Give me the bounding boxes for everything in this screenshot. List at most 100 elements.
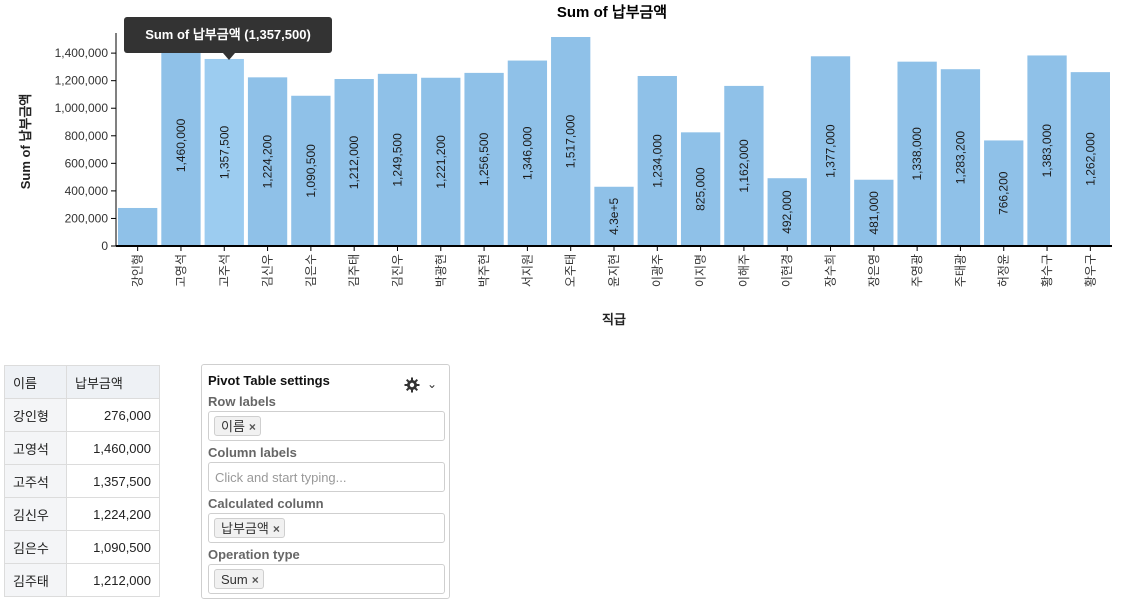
x-tick-label: 고주석 bbox=[217, 254, 231, 287]
x-tick-label: 강인형 bbox=[131, 254, 145, 287]
bar[interactable] bbox=[940, 69, 981, 246]
bar[interactable] bbox=[1070, 72, 1110, 246]
bar-value-label: 4.3e+5 bbox=[607, 198, 621, 235]
bar[interactable] bbox=[1027, 55, 1067, 246]
chip-row-label: 이름 × bbox=[214, 416, 261, 436]
operation-type-field[interactable]: Sum × bbox=[208, 564, 445, 594]
chevron-down-icon[interactable]: ⌄ bbox=[427, 377, 438, 391]
x-tick-label: 장은영 bbox=[867, 254, 881, 287]
pivot-table: 이름 납부금액 강인형 276,000 고영석 1,460,000 고주석 1,… bbox=[4, 365, 160, 597]
row-value: 1,460,000 bbox=[66, 431, 160, 465]
row-value: 276,000 bbox=[66, 398, 160, 432]
header-name[interactable]: 이름 bbox=[4, 365, 67, 399]
bar-value-label: 1,517,000 bbox=[564, 114, 578, 168]
y-tick-label: 0 bbox=[101, 239, 108, 253]
x-tick-label: 박광현 bbox=[434, 254, 448, 287]
remove-icon[interactable]: × bbox=[248, 420, 256, 434]
column-labels-input[interactable]: Click and start typing... bbox=[208, 462, 445, 492]
y-tick-label: 800,000 bbox=[65, 129, 109, 143]
bar-value-label: 1,283,200 bbox=[953, 131, 967, 185]
tooltip: Sum of 납부금액 (1,357,500) bbox=[124, 17, 332, 53]
x-tick-label: 장수희 bbox=[824, 254, 838, 287]
x-tick-label: 주영광 bbox=[910, 254, 924, 287]
x-tick-label: 황수구 bbox=[1040, 254, 1054, 287]
row-labels-label: Row labels bbox=[208, 394, 276, 409]
bar[interactable] bbox=[377, 73, 418, 246]
chip-text: Sum bbox=[221, 572, 248, 587]
bar[interactable] bbox=[507, 60, 548, 247]
chart-area: Sum of 납부금액 0 200,000 400,000 600,000 800,000… bbox=[18, 3, 1112, 327]
y-tick-label: 400,000 bbox=[65, 184, 109, 198]
remove-icon[interactable]: × bbox=[272, 522, 280, 536]
row-value: 1,357,500 bbox=[66, 464, 160, 498]
chart-title: Sum of 납부금액 bbox=[557, 3, 667, 21]
bar[interactable] bbox=[984, 140, 1024, 246]
column-labels-placeholder: Click and start typing... bbox=[215, 470, 347, 485]
bar[interactable] bbox=[810, 56, 851, 246]
x-tick-label: 윤지현 bbox=[607, 254, 621, 287]
table-row: 고주석 1,357,500 bbox=[4, 464, 160, 498]
bar[interactable] bbox=[637, 75, 677, 246]
header-amount[interactable]: 납부금액 bbox=[66, 365, 160, 399]
remove-icon[interactable]: × bbox=[251, 573, 259, 587]
bar[interactable] bbox=[334, 79, 374, 246]
x-tick-label: 이광주 bbox=[650, 254, 664, 287]
bar[interactable] bbox=[551, 37, 591, 246]
bar[interactable] bbox=[247, 77, 288, 246]
bar[interactable] bbox=[161, 44, 201, 247]
bar[interactable] bbox=[118, 207, 158, 246]
row-label: 강인형 bbox=[4, 398, 67, 432]
bar-value-label: 1,383,000 bbox=[1040, 124, 1054, 178]
x-tick-label: 김진우 bbox=[390, 254, 404, 287]
bar-value-label: 1,221,200 bbox=[434, 135, 448, 189]
x-tick-label: 고영석 bbox=[174, 254, 188, 287]
row-label: 김주태 bbox=[4, 563, 67, 597]
bar-value-label: 1,460,000 bbox=[174, 118, 188, 172]
bar-chart: Sum of 납부금액 0 200,000 400,000 600,000 800,000… bbox=[18, 3, 1112, 327]
bar[interactable] bbox=[594, 186, 634, 246]
bar-value-label: 1,377,000 bbox=[824, 124, 838, 178]
row-value: 1,090,500 bbox=[66, 530, 160, 564]
x-tick-label: 김신우 bbox=[261, 254, 275, 287]
bar[interactable] bbox=[464, 72, 504, 246]
bar[interactable] bbox=[421, 77, 461, 246]
bar-value-label: 1,262,000 bbox=[1083, 132, 1097, 186]
bar-value-label: 825,000 bbox=[694, 167, 708, 211]
table-row: 김은수 1,090,500 bbox=[4, 530, 160, 564]
y-tick-label: 1,000,000 bbox=[55, 101, 109, 115]
bar-value-label: 1,338,000 bbox=[910, 127, 924, 181]
bar-value-label: 1,090,500 bbox=[304, 144, 318, 198]
x-tick-label: 황우구 bbox=[1083, 254, 1097, 287]
row-value: 1,212,000 bbox=[66, 563, 160, 597]
calculated-column-label: Calculated column bbox=[208, 496, 324, 511]
pivot-settings-panel: Pivot Table settings ⌄ Row labels 이름 × Co… bbox=[201, 364, 450, 599]
bar[interactable] bbox=[204, 58, 244, 246]
bar-value-label: 1,357,500 bbox=[217, 125, 231, 179]
table-row: 김신우 1,224,200 bbox=[4, 497, 160, 531]
x-tick-label: 김은수 bbox=[304, 254, 318, 287]
bar-value-label: 1,162,000 bbox=[737, 139, 751, 193]
bar[interactable] bbox=[854, 179, 894, 246]
chip-calculated-column: 납부금액 × bbox=[214, 518, 285, 538]
x-tick-label: 허정윤 bbox=[997, 254, 1011, 287]
row-labels-field[interactable]: 이름 × bbox=[208, 411, 445, 441]
calculated-column-field[interactable]: 납부금액 × bbox=[208, 513, 445, 543]
bar-value-label: 492,000 bbox=[780, 190, 794, 234]
bar[interactable] bbox=[291, 95, 331, 246]
table-row: 고영석 1,460,000 bbox=[4, 431, 160, 465]
table-row: 강인형 276,000 bbox=[4, 398, 160, 432]
x-tick-label: 김주태 bbox=[347, 254, 361, 287]
bar-value-label: 1,249,500 bbox=[390, 133, 404, 187]
row-label: 고영석 bbox=[4, 431, 67, 465]
bar[interactable] bbox=[767, 178, 807, 246]
x-axis-label: 직급 bbox=[602, 312, 626, 327]
bar[interactable] bbox=[680, 132, 721, 246]
column-labels-label: Column labels bbox=[208, 445, 297, 460]
bar-value-label: 1,256,500 bbox=[477, 132, 491, 186]
row-value: 1,224,200 bbox=[66, 497, 160, 531]
gear-icon[interactable] bbox=[404, 377, 420, 393]
x-tick-label: 박주현 bbox=[477, 254, 491, 287]
chip-operation-type: Sum × bbox=[214, 569, 264, 589]
bar[interactable] bbox=[724, 85, 764, 246]
bar[interactable] bbox=[897, 61, 937, 246]
